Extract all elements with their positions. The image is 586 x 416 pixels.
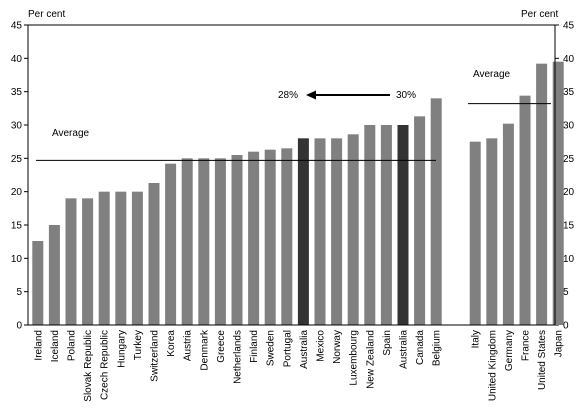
bar-denmark [198,158,210,325]
y-tick-label-right: 40 [563,54,575,65]
category-label: Iceland [50,330,61,362]
category-label: New Zealand [365,330,376,389]
bar-united-kingdom [486,138,498,325]
category-label: Spain [382,330,393,356]
bar-new-zealand [364,125,376,325]
y-tick-label-left: 20 [11,187,23,198]
bar-germany [502,123,514,325]
bar-italy [469,141,481,325]
category-label: Switzerland [150,330,161,382]
category-label: Luxembourg [349,330,360,386]
bar-hungary [115,191,127,325]
bar-luxembourg [347,134,359,325]
average-label-group-1: Average [52,128,90,139]
category-label: Germany [504,330,515,371]
bar-austria [181,158,193,325]
category-label: Korea [166,330,177,357]
category-label: Ireland [33,330,44,361]
annotation-from-label: 30% [396,90,416,101]
bar-turkey [131,191,143,325]
y-tick-label-left: 10 [11,254,23,265]
category-label: Sweden [266,330,277,366]
category-label: Finland [249,330,260,363]
y-tick-label-right: 45 [563,21,575,32]
category-label: Greece [216,330,227,363]
rate-change-annotation: 28% 30% [278,90,416,101]
bar-norway [331,138,343,325]
y-axis-label-left: Per cent [28,9,65,20]
category-label: Australia [299,330,310,369]
bar-france [519,95,531,325]
bar-iceland [48,225,60,325]
y-tick-label-left: 25 [11,154,23,165]
category-label: Canada [415,330,426,365]
bar-poland [65,198,77,325]
bar-belgium [430,98,442,325]
category-label: Australia [399,330,410,369]
y-tick-label-right: 15 [563,221,575,232]
bar-czech-republic [98,191,110,325]
category-labels: Ireland Iceland Poland Slovak Republic Czech… [33,329,564,402]
bar-sweden [264,149,276,325]
category-label: Norway [332,330,343,364]
y-tick-label-left: 30 [11,121,23,132]
y-tick-label-right: 25 [563,154,575,165]
bar-portugal [281,148,293,325]
bar-switzerland [148,183,160,325]
bar-finland [248,151,260,325]
y-tick-label-left: 40 [11,54,23,65]
category-label: United Kingdom [487,330,498,401]
y-tick-label-left: 5 [16,287,22,298]
category-label: United States [537,330,548,390]
category-label: Czech Republic [100,330,111,400]
bar-united-states [536,63,548,326]
bar-australia-highlight [297,138,309,325]
bars [32,61,564,326]
bar-korea [165,163,177,325]
bar-japan [552,61,564,326]
bar-greece [214,158,226,325]
plot-frame [27,24,556,326]
category-label: Denmark [199,329,210,371]
y-ticks-left: 0 5 10 15 20 25 30 35 40 45 [11,21,28,332]
category-label: Belgium [432,330,443,366]
category-label: Italy [471,330,482,348]
y-tick-label-left: 15 [11,221,23,232]
bar-slovak-republic [82,198,94,325]
y-tick-label-left: 0 [16,321,22,332]
y-axis-label-right: Per cent [521,9,558,20]
bar-ireland [32,241,44,325]
annotation-arrow-head [306,90,316,100]
y-tick-label-right: 20 [563,187,575,198]
y-tick-label-right: 0 [563,321,569,332]
category-label: Mexico [316,330,327,362]
y-ticks-right: 0 5 10 15 20 25 30 35 40 45 [555,21,575,332]
category-label: Japan [554,330,565,357]
y-tick-label-right: 35 [563,87,575,98]
y-tick-label-right: 5 [563,287,569,298]
category-label: Austria [183,330,194,362]
bar-canada [414,116,426,325]
category-label: Slovak Republic [83,330,94,402]
bar-mexico [314,138,326,325]
bar-netherlands [231,155,243,325]
category-label: Poland [67,330,78,361]
average-label-group-2: Average [473,69,511,80]
category-label: France [521,330,532,362]
average-lines: Average Average [36,69,551,161]
category-label: Netherlands [233,330,244,384]
bar-spain [380,125,392,325]
y-tick-label-right: 30 [563,121,575,132]
bar-australia-highlight [397,125,409,325]
y-tick-label-right: 10 [563,254,575,265]
category-label: Hungary [116,330,127,368]
annotation-to-label: 28% [278,90,298,101]
y-tick-label-left: 35 [11,87,23,98]
y-tick-label-left: 45 [11,21,23,32]
category-label: Turkey [133,330,144,360]
category-label: Portugal [282,330,293,367]
